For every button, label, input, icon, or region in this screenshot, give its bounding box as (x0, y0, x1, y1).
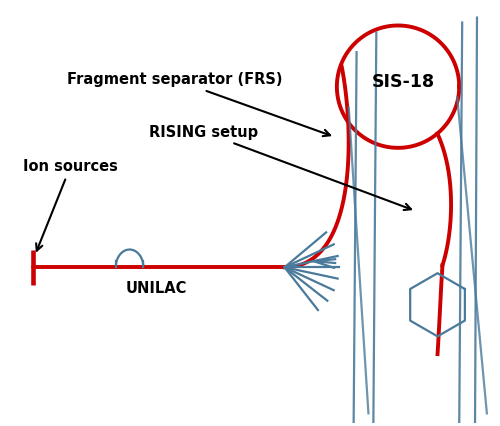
Text: RISING setup: RISING setup (150, 124, 411, 210)
Text: Fragment separator (FRS): Fragment separator (FRS) (68, 72, 330, 136)
Text: SIS-18: SIS-18 (372, 73, 434, 91)
Text: Ion sources: Ion sources (23, 159, 118, 250)
Text: UNILAC: UNILAC (126, 282, 187, 296)
